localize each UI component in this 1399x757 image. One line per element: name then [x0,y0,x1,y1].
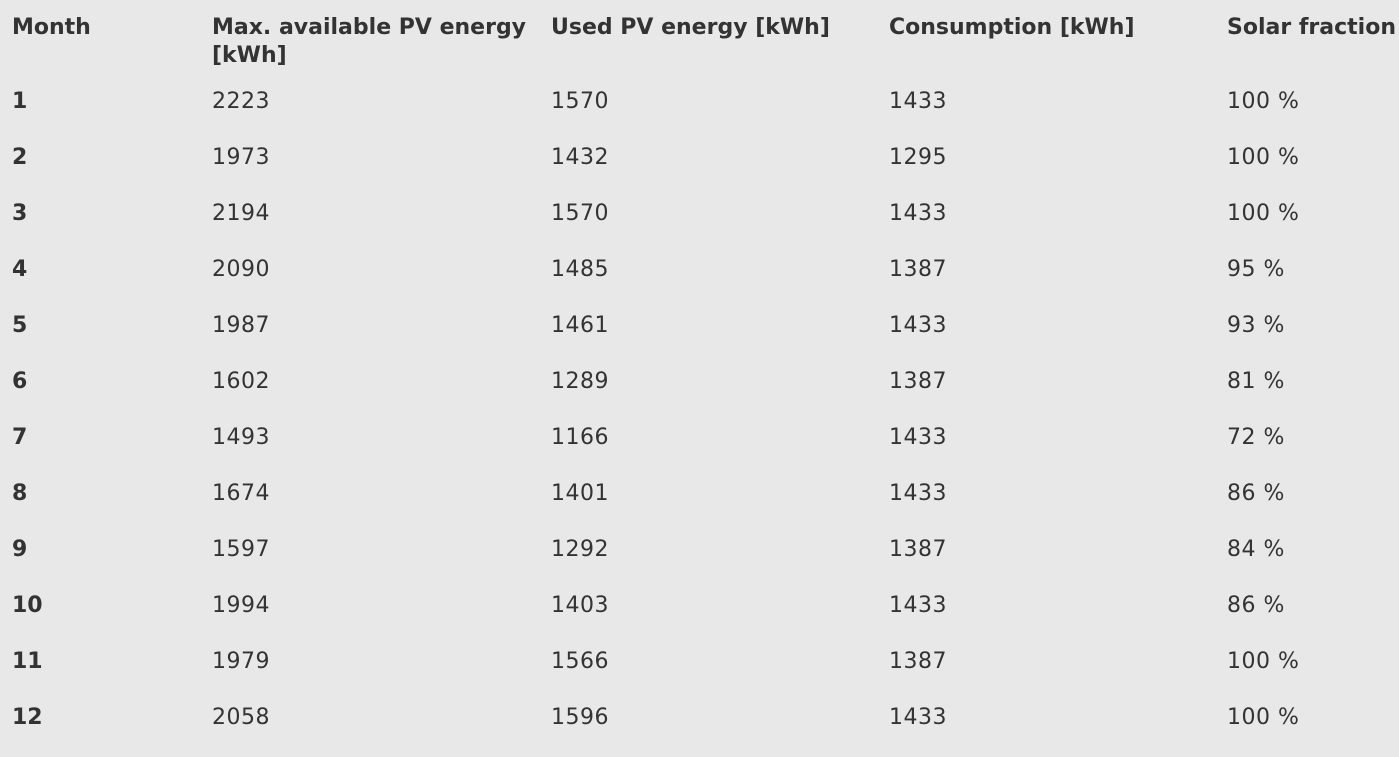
month-cell: 11 [12,649,43,674]
max-available-pv-cell: 1973 [212,145,270,170]
consumption-cell: 1433 [889,89,947,114]
solar-fraction-cell: 100 % [1227,145,1300,170]
max-available-pv-cell: 1493 [212,425,270,450]
header-month: Month [12,15,91,40]
consumption-cell: 1433 [889,481,947,506]
table-row: 5 1987 1461 1433 93 % [0,298,1399,354]
solar-fraction-cell: 100 % [1227,89,1300,114]
month-cell: 2 [12,145,28,170]
consumption-cell: 1295 [889,145,947,170]
max-available-pv-cell: 1979 [212,649,270,674]
solar-fraction-cell: 72 % [1227,425,1285,450]
used-pv-cell: 1292 [551,537,609,562]
month-cell: 10 [12,593,43,618]
month-cell: 1 [12,89,28,114]
used-pv-cell: 1403 [551,593,609,618]
consumption-cell: 1433 [889,593,947,618]
header-consumption: Consumption [kWh] [889,15,1135,40]
consumption-cell: 1433 [889,313,947,338]
used-pv-cell: 1570 [551,89,609,114]
used-pv-cell: 1461 [551,313,609,338]
used-pv-cell: 1432 [551,145,609,170]
table-row: 12 2058 1596 1433 100 % [0,690,1399,746]
month-cell: 4 [12,257,28,282]
solar-fraction-cell: 100 % [1227,649,1300,674]
month-cell: 12 [12,705,43,730]
used-pv-cell: 1166 [551,425,609,450]
max-available-pv-cell: 1674 [212,481,270,506]
header-max-available-pv-energy: Max. available PV energy [kWh] [212,15,527,68]
table-row: 8 1674 1401 1433 86 % [0,466,1399,522]
consumption-cell: 1387 [889,257,947,282]
max-available-pv-cell: 2058 [212,705,270,730]
month-cell: 8 [12,481,28,506]
solar-fraction-cell: 93 % [1227,313,1285,338]
table-row: 1 2223 1570 1433 100 % [0,74,1399,130]
max-available-pv-cell: 2223 [212,89,270,114]
solar-fraction-cell: 95 % [1227,257,1285,282]
month-cell: 7 [12,425,28,450]
header-used-pv-energy: Used PV energy [kWh] [551,15,830,40]
solar-fraction-cell: 84 % [1227,537,1285,562]
table-row: 2 1973 1432 1295 100 % [0,130,1399,186]
month-cell: 6 [12,369,28,394]
consumption-cell: 1387 [889,369,947,394]
solar-fraction-cell: 86 % [1227,481,1285,506]
header-solar-fraction: Solar fraction [1227,15,1396,40]
solar-fraction-cell: 100 % [1227,705,1300,730]
consumption-cell: 1387 [889,537,947,562]
table-row: 3 2194 1570 1433 100 % [0,186,1399,242]
solar-fraction-cell: 100 % [1227,201,1300,226]
table-row: 6 1602 1289 1387 81 % [0,354,1399,410]
consumption-cell: 1433 [889,201,947,226]
table-header-row: Month Max. available PV energy [kWh] Use… [0,0,1399,74]
used-pv-cell: 1570 [551,201,609,226]
month-cell: 9 [12,537,28,562]
used-pv-cell: 1596 [551,705,609,730]
max-available-pv-cell: 2090 [212,257,270,282]
table-row: 9 1597 1292 1387 84 % [0,522,1399,578]
max-available-pv-cell: 1987 [212,313,270,338]
used-pv-cell: 1401 [551,481,609,506]
table-row: 4 2090 1485 1387 95 % [0,242,1399,298]
consumption-cell: 1387 [889,649,947,674]
consumption-cell: 1433 [889,425,947,450]
table-row: 7 1493 1166 1433 72 % [0,410,1399,466]
table-body: 1 2223 1570 1433 100 % 2 1973 1432 1295 100 % 3 219… [0,74,1399,746]
table-row: 11 1979 1566 1387 100 % [0,634,1399,690]
month-cell: 3 [12,201,28,226]
max-available-pv-cell: 2194 [212,201,270,226]
consumption-cell: 1433 [889,705,947,730]
max-available-pv-cell: 1994 [212,593,270,618]
solar-fraction-cell: 81 % [1227,369,1285,394]
table-row: 10 1994 1403 1433 86 % [0,578,1399,634]
max-available-pv-cell: 1602 [212,369,270,394]
month-cell: 5 [12,313,28,338]
used-pv-cell: 1485 [551,257,609,282]
used-pv-cell: 1289 [551,369,609,394]
max-available-pv-cell: 1597 [212,537,270,562]
solar-fraction-cell: 86 % [1227,593,1285,618]
used-pv-cell: 1566 [551,649,609,674]
